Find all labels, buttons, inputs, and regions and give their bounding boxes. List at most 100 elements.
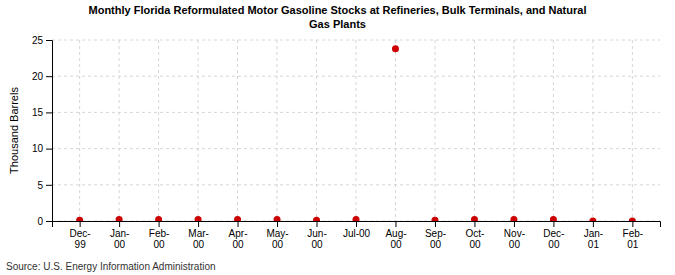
x-tick: Jun-00 — [307, 221, 326, 250]
x-grid-line — [434, 40, 435, 221]
x-tick-mark — [198, 221, 199, 227]
y-tick-label: 5 — [37, 180, 43, 191]
chart-title-line: Gas Plants — [309, 18, 366, 30]
x-tick: Jul-00 — [343, 221, 371, 239]
scatter-point — [392, 45, 399, 52]
y-tick-mark — [46, 40, 52, 41]
x-tick: Feb-01 — [623, 221, 644, 250]
x-tick-label-line: Sep- — [425, 228, 446, 239]
x-axis-line — [53, 222, 661, 228]
x-tick-label-line: 01 — [588, 239, 600, 250]
x-tick-label-line: Nov- — [504, 228, 525, 239]
x-tick: May-00 — [266, 221, 288, 250]
x-tick-label: May-00 — [266, 228, 288, 250]
x-tick: Aug-00 — [385, 221, 406, 250]
y-axis-line — [46, 41, 53, 222]
x-tick: Nov-00 — [504, 221, 525, 250]
x-tick-label-line: 00 — [311, 239, 323, 250]
x-tick-mark — [80, 221, 81, 227]
chart-svg: Dec-99Jan-00Feb-00Mar-00Apr-00May-00Jun-… — [0, 0, 675, 275]
y-tick-label: 0 — [37, 216, 43, 227]
x-tick-label: Jan-00 — [110, 228, 129, 250]
x-tick-label-line: 99 — [75, 239, 87, 250]
scatter-point — [629, 218, 636, 222]
x-tick-label-line: Feb- — [623, 228, 644, 239]
marks — [76, 45, 636, 221]
scatter-point — [76, 217, 83, 221]
x-grid-line — [356, 40, 357, 221]
x-grid-line — [632, 40, 633, 221]
x-tick-label-line: Oct- — [465, 228, 484, 239]
y-tick: 25 — [32, 35, 52, 46]
x-grid-line — [474, 40, 475, 221]
x-tick-label-line: 00 — [272, 239, 284, 250]
scatter-point — [274, 216, 281, 221]
y-tick-label: 10 — [32, 143, 44, 154]
x-tick: Oct-00 — [465, 221, 484, 250]
x-tick-label-line: Dec- — [543, 228, 564, 239]
x-tick-label-line: May- — [266, 228, 288, 239]
scatter-point — [589, 218, 596, 222]
x-grid-line — [316, 40, 317, 221]
x-tick-label-line: Aug- — [385, 228, 406, 239]
x-grid-line — [79, 40, 80, 221]
x-tick-mark — [119, 221, 120, 227]
x-tick-label: Feb-00 — [149, 228, 170, 250]
x-grid-line — [158, 40, 159, 221]
x-tick-mark — [474, 221, 475, 227]
y-tick-label: 15 — [32, 107, 44, 118]
x-tick-label-line: Jan- — [584, 228, 603, 239]
x-tick-label-line: 00 — [193, 239, 205, 250]
x-tick-mark — [277, 221, 278, 227]
y-tick-mark — [46, 112, 52, 113]
y-axis-title: Thousand Barrels — [8, 87, 20, 174]
chart-container: Dec-99Jan-00Feb-00Mar-00Apr-00May-00Jun-… — [0, 0, 675, 275]
x-tick-mark — [238, 221, 239, 227]
scatter-point — [471, 216, 478, 221]
x-tick-mark — [593, 221, 594, 227]
x-tick-mark — [553, 221, 554, 227]
y-tick-label: 25 — [32, 35, 44, 46]
x-tick-label: Dec-99 — [70, 228, 91, 250]
x-tick: Jan-00 — [110, 221, 129, 250]
x-grid-line — [592, 40, 593, 221]
x-tick-label: Jul-00 — [343, 228, 371, 239]
y-tick: 15 — [32, 107, 52, 118]
scatter-point — [431, 217, 438, 221]
x-tick-label: Jun-00 — [307, 228, 326, 250]
x-tick-mark — [356, 221, 357, 227]
scatter-point — [195, 216, 202, 221]
grid — [52, 40, 660, 221]
x-tick-mark — [395, 221, 396, 227]
x-tick-label-line: Dec- — [70, 228, 91, 239]
x-tick-label: Jan-01 — [584, 228, 603, 250]
x-tick: Sep-00 — [425, 221, 446, 250]
x-tick: Mar-00 — [188, 221, 209, 250]
x-axis: Dec-99Jan-00Feb-00Mar-00Apr-00May-00Jun-… — [53, 221, 661, 250]
x-tick-label-line: 01 — [627, 239, 639, 250]
y-tick: 20 — [32, 71, 52, 82]
x-tick-mark — [159, 221, 160, 227]
scatter-point — [155, 216, 162, 221]
y-tick-mark — [46, 76, 52, 77]
x-tick-label: Aug-00 — [385, 228, 406, 250]
x-grid-line — [513, 40, 514, 221]
x-tick-label-line: 00 — [154, 239, 166, 250]
x-tick-mark — [317, 221, 318, 227]
y-tick-mark — [46, 221, 52, 222]
x-tick-label-line: Jul-00 — [343, 228, 371, 239]
x-grid-line — [277, 40, 278, 221]
x-grid-line — [553, 40, 554, 221]
x-tick-label: Nov-00 — [504, 228, 525, 250]
x-tick-label-line: Jun- — [307, 228, 326, 239]
x-tick-label: Mar-00 — [188, 228, 209, 250]
x-tick-label-line: Mar- — [188, 228, 209, 239]
scatter-point — [116, 216, 123, 221]
x-grid-line — [198, 40, 199, 221]
x-tick-label: Feb-01 — [623, 228, 644, 250]
scatter-point — [313, 217, 320, 221]
x-tick-label-line: Apr- — [229, 228, 248, 239]
x-tick: Apr-00 — [229, 221, 248, 250]
x-tick-label: Oct-00 — [465, 228, 484, 250]
x-tick-label-line: 00 — [548, 239, 560, 250]
